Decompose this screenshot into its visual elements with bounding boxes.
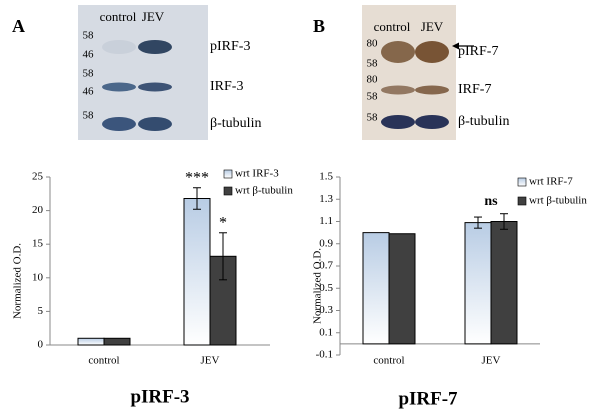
marker-label: 58 bbox=[367, 112, 379, 124]
legend-label: wrt β-tubulin bbox=[235, 185, 293, 197]
marker-label: 46 bbox=[83, 86, 95, 98]
chart-title: pIRF-3 bbox=[130, 386, 189, 407]
x-tick-label: control bbox=[88, 355, 119, 367]
blot-band bbox=[381, 115, 415, 129]
y-tick-label: 25 bbox=[32, 171, 44, 183]
y-tick-label: 0.3 bbox=[319, 304, 333, 316]
marker-label: 58 bbox=[83, 30, 95, 42]
legend-swatch bbox=[223, 186, 233, 196]
blot-band bbox=[102, 82, 136, 92]
band-label: β-tubulin bbox=[458, 114, 509, 129]
y-axis-label: Normalized O.D. bbox=[312, 248, 324, 324]
legend-label: wrt IRF-7 bbox=[529, 176, 573, 188]
blot-band bbox=[102, 40, 136, 54]
y-tick-label: 0.1 bbox=[319, 326, 333, 338]
blot-band bbox=[381, 41, 415, 63]
legend-swatch bbox=[517, 177, 527, 187]
y-tick-label: 1.3 bbox=[319, 193, 333, 205]
blot-band bbox=[381, 85, 415, 95]
blot-band bbox=[138, 82, 172, 92]
significance: ns bbox=[484, 194, 498, 209]
band-label: IRF-3 bbox=[210, 79, 243, 94]
y-tick-label: 0 bbox=[38, 339, 44, 351]
legend-swatch bbox=[517, 196, 527, 206]
y-tick-label: 20 bbox=[32, 204, 44, 216]
marker-label: 58 bbox=[83, 110, 95, 122]
blot-band bbox=[415, 115, 449, 129]
lane-label: control bbox=[374, 19, 411, 34]
bar bbox=[388, 233, 416, 345]
y-tick-label: 5 bbox=[38, 305, 44, 317]
band-label: pIRF-3 bbox=[210, 39, 250, 54]
legend-label: wrt IRF-3 bbox=[235, 168, 279, 180]
lane-label: JEV bbox=[142, 9, 165, 24]
bar bbox=[490, 221, 518, 345]
y-tick-label: 1.5 bbox=[319, 171, 333, 183]
x-tick-label: JEV bbox=[201, 355, 220, 367]
lane-label: control bbox=[100, 9, 137, 24]
chart-title: pIRF-7 bbox=[398, 388, 458, 409]
y-tick-label: -0.1 bbox=[316, 349, 333, 361]
bar bbox=[103, 337, 131, 346]
blot-band bbox=[415, 41, 449, 63]
bar bbox=[362, 232, 390, 345]
panel-label: B bbox=[313, 16, 325, 36]
significance: *** bbox=[185, 169, 209, 186]
legend-label: wrt β-tubulin bbox=[529, 195, 587, 207]
blot-band bbox=[415, 85, 449, 95]
arrow-head bbox=[452, 42, 459, 50]
band-label: β-tubulin bbox=[210, 116, 261, 131]
marker-label: 58 bbox=[367, 91, 379, 103]
blot-band bbox=[138, 117, 172, 131]
x-tick-label: JEV bbox=[482, 355, 501, 367]
y-tick-label: 0.7 bbox=[319, 260, 333, 272]
marker-label: 58 bbox=[83, 68, 95, 80]
bar bbox=[77, 337, 105, 346]
blot-band bbox=[138, 40, 172, 54]
marker-label: 46 bbox=[83, 49, 95, 61]
y-tick-label: 10 bbox=[32, 271, 44, 283]
legend-swatch bbox=[223, 169, 233, 179]
blot-band bbox=[102, 117, 136, 131]
band-label: pIRF-7 bbox=[458, 44, 498, 59]
y-axis-label: Normalized O.D. bbox=[12, 243, 24, 319]
marker-label: 80 bbox=[367, 38, 379, 50]
band-label: IRF-7 bbox=[458, 82, 491, 97]
y-tick-label: 15 bbox=[32, 238, 44, 250]
bar bbox=[464, 222, 492, 345]
significance: * bbox=[219, 214, 227, 231]
blot-image bbox=[78, 5, 208, 140]
x-tick-label: control bbox=[373, 355, 404, 367]
panel-label: A bbox=[12, 16, 25, 36]
marker-label: 80 bbox=[367, 74, 379, 86]
y-tick-label: 0.5 bbox=[319, 282, 333, 294]
lane-label: JEV bbox=[421, 19, 444, 34]
bar bbox=[183, 198, 211, 346]
y-tick-label: 0.9 bbox=[319, 237, 333, 249]
y-tick-label: 1.1 bbox=[319, 215, 333, 227]
marker-label: 58 bbox=[367, 58, 379, 70]
